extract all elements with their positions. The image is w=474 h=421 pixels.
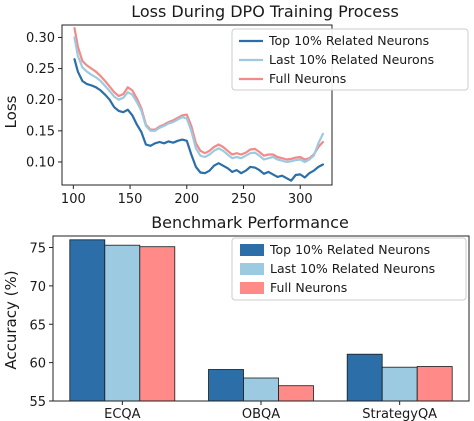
bar-ecqa-full-neurons [139,246,176,402]
loss-xtick-label: 300 [288,192,313,207]
bar-strategyqa-full-neurons [416,366,453,402]
bar-ecqa-last-10-related-neurons [104,244,141,402]
benchmark-chart: Benchmark Performance Accuracy (%) 55 60 6… [2,213,470,421]
benchmark-chart-title: Benchmark Performance [151,213,349,232]
loss-series-last-10-related-neurons [73,36,324,164]
benchmark-ytick-label: 60 [29,357,46,372]
loss-legend-label-full: Full Neurons [269,71,346,86]
benchmark-xtick-label: OBQA [242,407,280,421]
bar-obqa-last-10-related-neurons [243,377,279,402]
loss-chart: Loss During DPO Training Process Loss 0.… [2,2,469,207]
bar-obqa-top-10-related-neurons [208,369,244,402]
benchmark-ytick-label: 70 [29,280,46,295]
benchmark-legend-label-full: Full Neurons [270,280,347,295]
loss-ytick-label: 0.25 [26,62,55,77]
benchmark-chart-legend: Top 10% Related Neurons Last 10% Related… [231,237,467,301]
loss-chart-legend: Top 10% Related Neurons Last 10% Related… [231,28,469,91]
benchmark-legend-label-last: Last 10% Related Neurons [270,261,435,276]
loss-ytick-label: 0.15 [26,124,55,139]
loss-chart-ylabel: Loss [2,95,20,128]
loss-xtick-label: 200 [174,192,199,207]
loss-xtick-label: 100 [61,192,86,207]
loss-xtick-label: 150 [118,192,143,207]
loss-xtick-label: 250 [231,192,256,207]
loss-chart-frame [61,24,333,186]
benchmark-xtick-label: ECQA [104,407,141,421]
benchmark-legend-swatch-full [240,282,264,294]
bar-ecqa-top-10-related-neurons [69,239,106,402]
loss-legend-label-last: Last 10% Related Neurons [269,52,434,67]
loss-series-full-neurons [73,27,324,161]
loss-ytick-label: 0.10 [26,155,55,170]
loss-series-top-10-related-neurons [73,58,324,182]
benchmark-legend-swatch-last [240,263,264,275]
benchmark-ytick-label: 75 [29,242,46,257]
bar-strategyqa-last-10-related-neurons [381,366,418,402]
benchmark-legend-label-top: Top 10% Related Neurons [269,242,430,257]
benchmark-chart-ylabel: Accuracy (%) [2,270,20,369]
loss-ytick-label: 0.20 [26,93,55,108]
loss-legend-label-top: Top 10% Related Neurons [268,33,429,48]
loss-chart-title: Loss During DPO Training Process [131,2,399,21]
loss-ytick-label: 0.30 [26,31,55,46]
benchmark-ytick-label: 55 [29,395,46,410]
benchmark-xtick-label: StrategyQA [362,407,437,421]
bar-obqa-full-neurons [278,385,314,402]
benchmark-legend-box [231,237,467,301]
loss-legend-box [231,28,469,91]
benchmark-legend-swatch-top [240,244,264,256]
bar-strategyqa-top-10-related-neurons [346,353,383,402]
benchmark-ytick-label: 65 [29,318,46,333]
